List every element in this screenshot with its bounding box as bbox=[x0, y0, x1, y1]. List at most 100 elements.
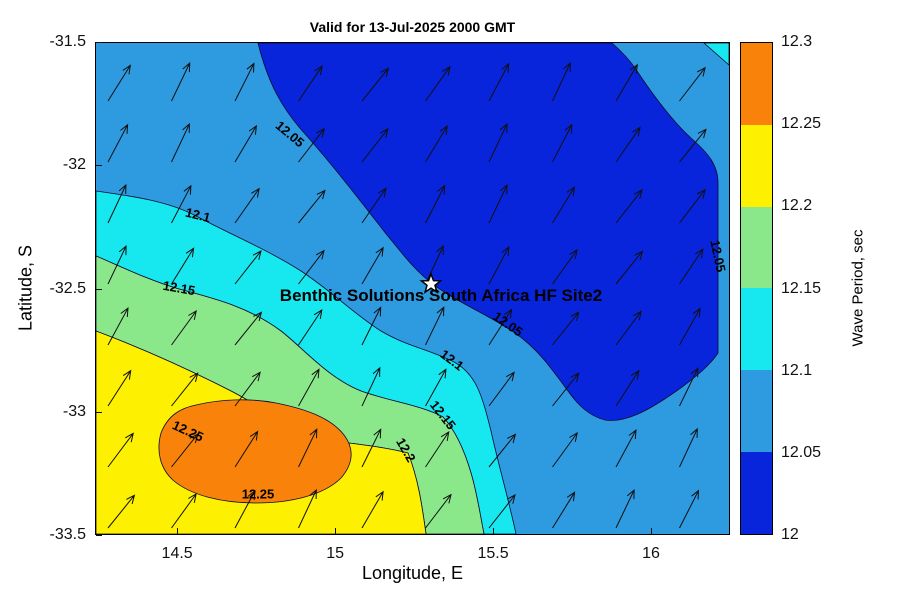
quiver-arrow bbox=[552, 432, 578, 468]
quiver-arrow bbox=[615, 489, 635, 529]
station-label: Benthic Solutions South Africa HF Site2 bbox=[279, 286, 603, 305]
quiver-arrow bbox=[679, 427, 698, 468]
x-tick-mark bbox=[651, 528, 653, 534]
colorbar-band-12.25-12.3 bbox=[741, 43, 772, 125]
quiver-arrow bbox=[425, 125, 448, 163]
quiver-arrow bbox=[298, 65, 323, 102]
quiver-arrow bbox=[615, 310, 642, 346]
quiver-arrow bbox=[425, 65, 451, 102]
quiver-arrow bbox=[298, 249, 325, 285]
quiver-arrow bbox=[488, 494, 516, 529]
quiver-arrow bbox=[615, 250, 644, 285]
quiver-arrow bbox=[298, 428, 318, 468]
quiver-arrow bbox=[552, 491, 576, 529]
quiver-arrow bbox=[361, 490, 384, 529]
quiver-arrow bbox=[171, 122, 190, 163]
x-tick-label: 15 bbox=[326, 545, 344, 562]
y-tick-mark bbox=[96, 288, 102, 290]
quiver-arrow bbox=[361, 306, 382, 346]
quiver-arrow bbox=[615, 63, 638, 102]
quiver-arrows bbox=[107, 61, 707, 529]
quiver-arrow bbox=[234, 62, 255, 102]
colorbar-tick-label: 12.1 bbox=[781, 361, 813, 379]
quiver-arrow bbox=[298, 308, 323, 346]
colorbar-bands bbox=[741, 43, 772, 534]
quiver-arrow bbox=[298, 189, 326, 224]
y-tick-mark bbox=[96, 42, 102, 43]
station-marker-icon bbox=[419, 271, 443, 294]
quiver-arrow bbox=[425, 306, 445, 346]
quiver-arrow bbox=[171, 433, 199, 468]
x-tick-label: 14.5 bbox=[161, 545, 193, 562]
colorbar-band-12.2-12.25 bbox=[741, 124, 772, 207]
colorbar bbox=[740, 42, 773, 535]
quiver-arrow bbox=[679, 66, 706, 102]
plot-area bbox=[95, 42, 730, 535]
quiver-arrow bbox=[615, 126, 641, 163]
quiver-arrow bbox=[234, 311, 263, 346]
quiver-arrow bbox=[361, 67, 390, 102]
x-tick-mark bbox=[335, 528, 337, 534]
quiver-arrow bbox=[361, 246, 384, 285]
quiver-arrow bbox=[107, 123, 129, 163]
quiver-arrow bbox=[234, 371, 261, 407]
colorbar-tick-label: 12.2 bbox=[781, 197, 813, 215]
quiver-arrow bbox=[425, 244, 444, 285]
colorbar-tick-label: 12.3 bbox=[781, 33, 813, 50]
quiver-arrow bbox=[107, 369, 132, 407]
colorbar-label: Wave Period, sec bbox=[849, 229, 867, 347]
quiver-arrow bbox=[488, 371, 515, 407]
quiver-arrow bbox=[361, 187, 387, 224]
quiver-arrow bbox=[679, 188, 706, 224]
colorbar-band-12.15-12.2 bbox=[741, 206, 772, 289]
quiver-arrow bbox=[488, 62, 510, 102]
x-tick-mark bbox=[493, 528, 495, 534]
quiver-arrow bbox=[171, 61, 191, 102]
quiver-arrow bbox=[107, 245, 127, 285]
quiver-arrow bbox=[488, 122, 508, 163]
x-tick-label: 15.5 bbox=[477, 545, 509, 562]
quiver-arrow bbox=[679, 128, 707, 163]
quiver-arrow bbox=[361, 127, 389, 163]
quiver-arrow bbox=[171, 372, 199, 407]
colorbar-band-12.05-12.1 bbox=[741, 370, 772, 453]
quiver-arrow bbox=[234, 489, 256, 529]
quiver-arrow bbox=[107, 432, 134, 468]
quiver-arrow bbox=[615, 369, 640, 407]
quiver-arrow bbox=[298, 368, 320, 407]
quiver-arrow bbox=[234, 124, 258, 163]
quiver-arrow bbox=[234, 187, 260, 224]
quiver-arrow bbox=[679, 248, 704, 285]
quiver-arrow bbox=[552, 61, 571, 102]
y-tick-mark bbox=[96, 165, 102, 167]
quiver-arrow bbox=[552, 186, 576, 224]
band-corner-12.1-12.15 bbox=[703, 43, 729, 66]
contour-map-canvas bbox=[96, 43, 729, 534]
band-12-12.05 bbox=[257, 43, 719, 421]
y-tick-mark bbox=[96, 535, 102, 536]
y-tick-label: -31.5 bbox=[49, 33, 86, 50]
quiver-arrow bbox=[171, 247, 195, 285]
colorbar-tick-label: 12.05 bbox=[781, 443, 822, 461]
colorbar-tick-label: 12 bbox=[781, 526, 799, 543]
quiver-arrow bbox=[171, 184, 192, 224]
colorbar-tick-label: 12.25 bbox=[781, 115, 822, 133]
quiver-arrow bbox=[171, 310, 197, 346]
quiver-arrow bbox=[679, 307, 701, 346]
quiver-arrow bbox=[171, 493, 197, 529]
y-tick-label: -32.5 bbox=[49, 279, 86, 297]
quiver-arrow bbox=[488, 433, 517, 468]
quiver-arrow bbox=[107, 183, 127, 224]
quiver-arrow bbox=[679, 367, 699, 407]
quiver-arrow bbox=[298, 127, 325, 163]
quiver-arrow bbox=[425, 368, 447, 407]
quiver-arrow bbox=[425, 184, 446, 224]
y-tick-label: -32 bbox=[62, 156, 86, 174]
x-axis-label: Longitude, E bbox=[361, 563, 464, 583]
quiver-arrow bbox=[361, 428, 382, 468]
quiver-arrow bbox=[425, 430, 450, 468]
quiver-arrow bbox=[615, 429, 637, 468]
y-tick-mark bbox=[96, 411, 102, 413]
quiver-arrow bbox=[488, 245, 510, 285]
